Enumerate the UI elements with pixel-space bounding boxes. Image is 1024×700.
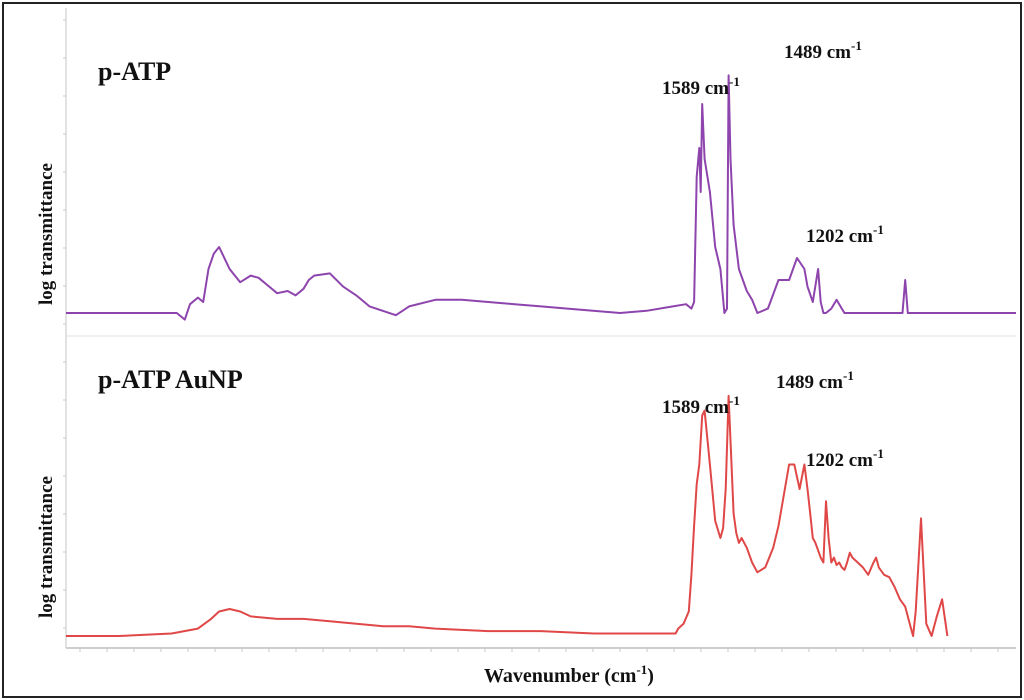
panel-top: p-ATP log transmittance 1589 cm-1 1489 c… [36, 38, 1016, 321]
panel-title-top: p-ATP [98, 57, 171, 86]
spectrum-line-top [66, 74, 1016, 321]
peak-label-1489-bottom: 1489 cm-1 [776, 368, 854, 393]
x-axis-label: Wavenumber (cm-1) [484, 662, 654, 687]
panel-bottom: p-ATP AuNP log transmittance 1589 cm-1 1… [36, 365, 949, 637]
peak-label-1589-top: 1589 cm-1 [662, 74, 740, 99]
peak-label-1489-top: 1489 cm-1 [784, 38, 862, 63]
panel-title-bottom: p-ATP AuNP [98, 365, 243, 394]
spectrum-line-bottom [66, 394, 949, 637]
peak-label-1589-bottom: 1589 cm-1 [662, 393, 740, 418]
y-axis-label-top: log transmittance [36, 163, 57, 305]
peak-label-1202-bottom: 1202 cm-1 [806, 446, 884, 471]
peak-label-1202-top: 1202 cm-1 [806, 222, 884, 247]
axis-ticks [63, 19, 999, 652]
y-axis-label-bottom: log transmittance [36, 476, 57, 618]
